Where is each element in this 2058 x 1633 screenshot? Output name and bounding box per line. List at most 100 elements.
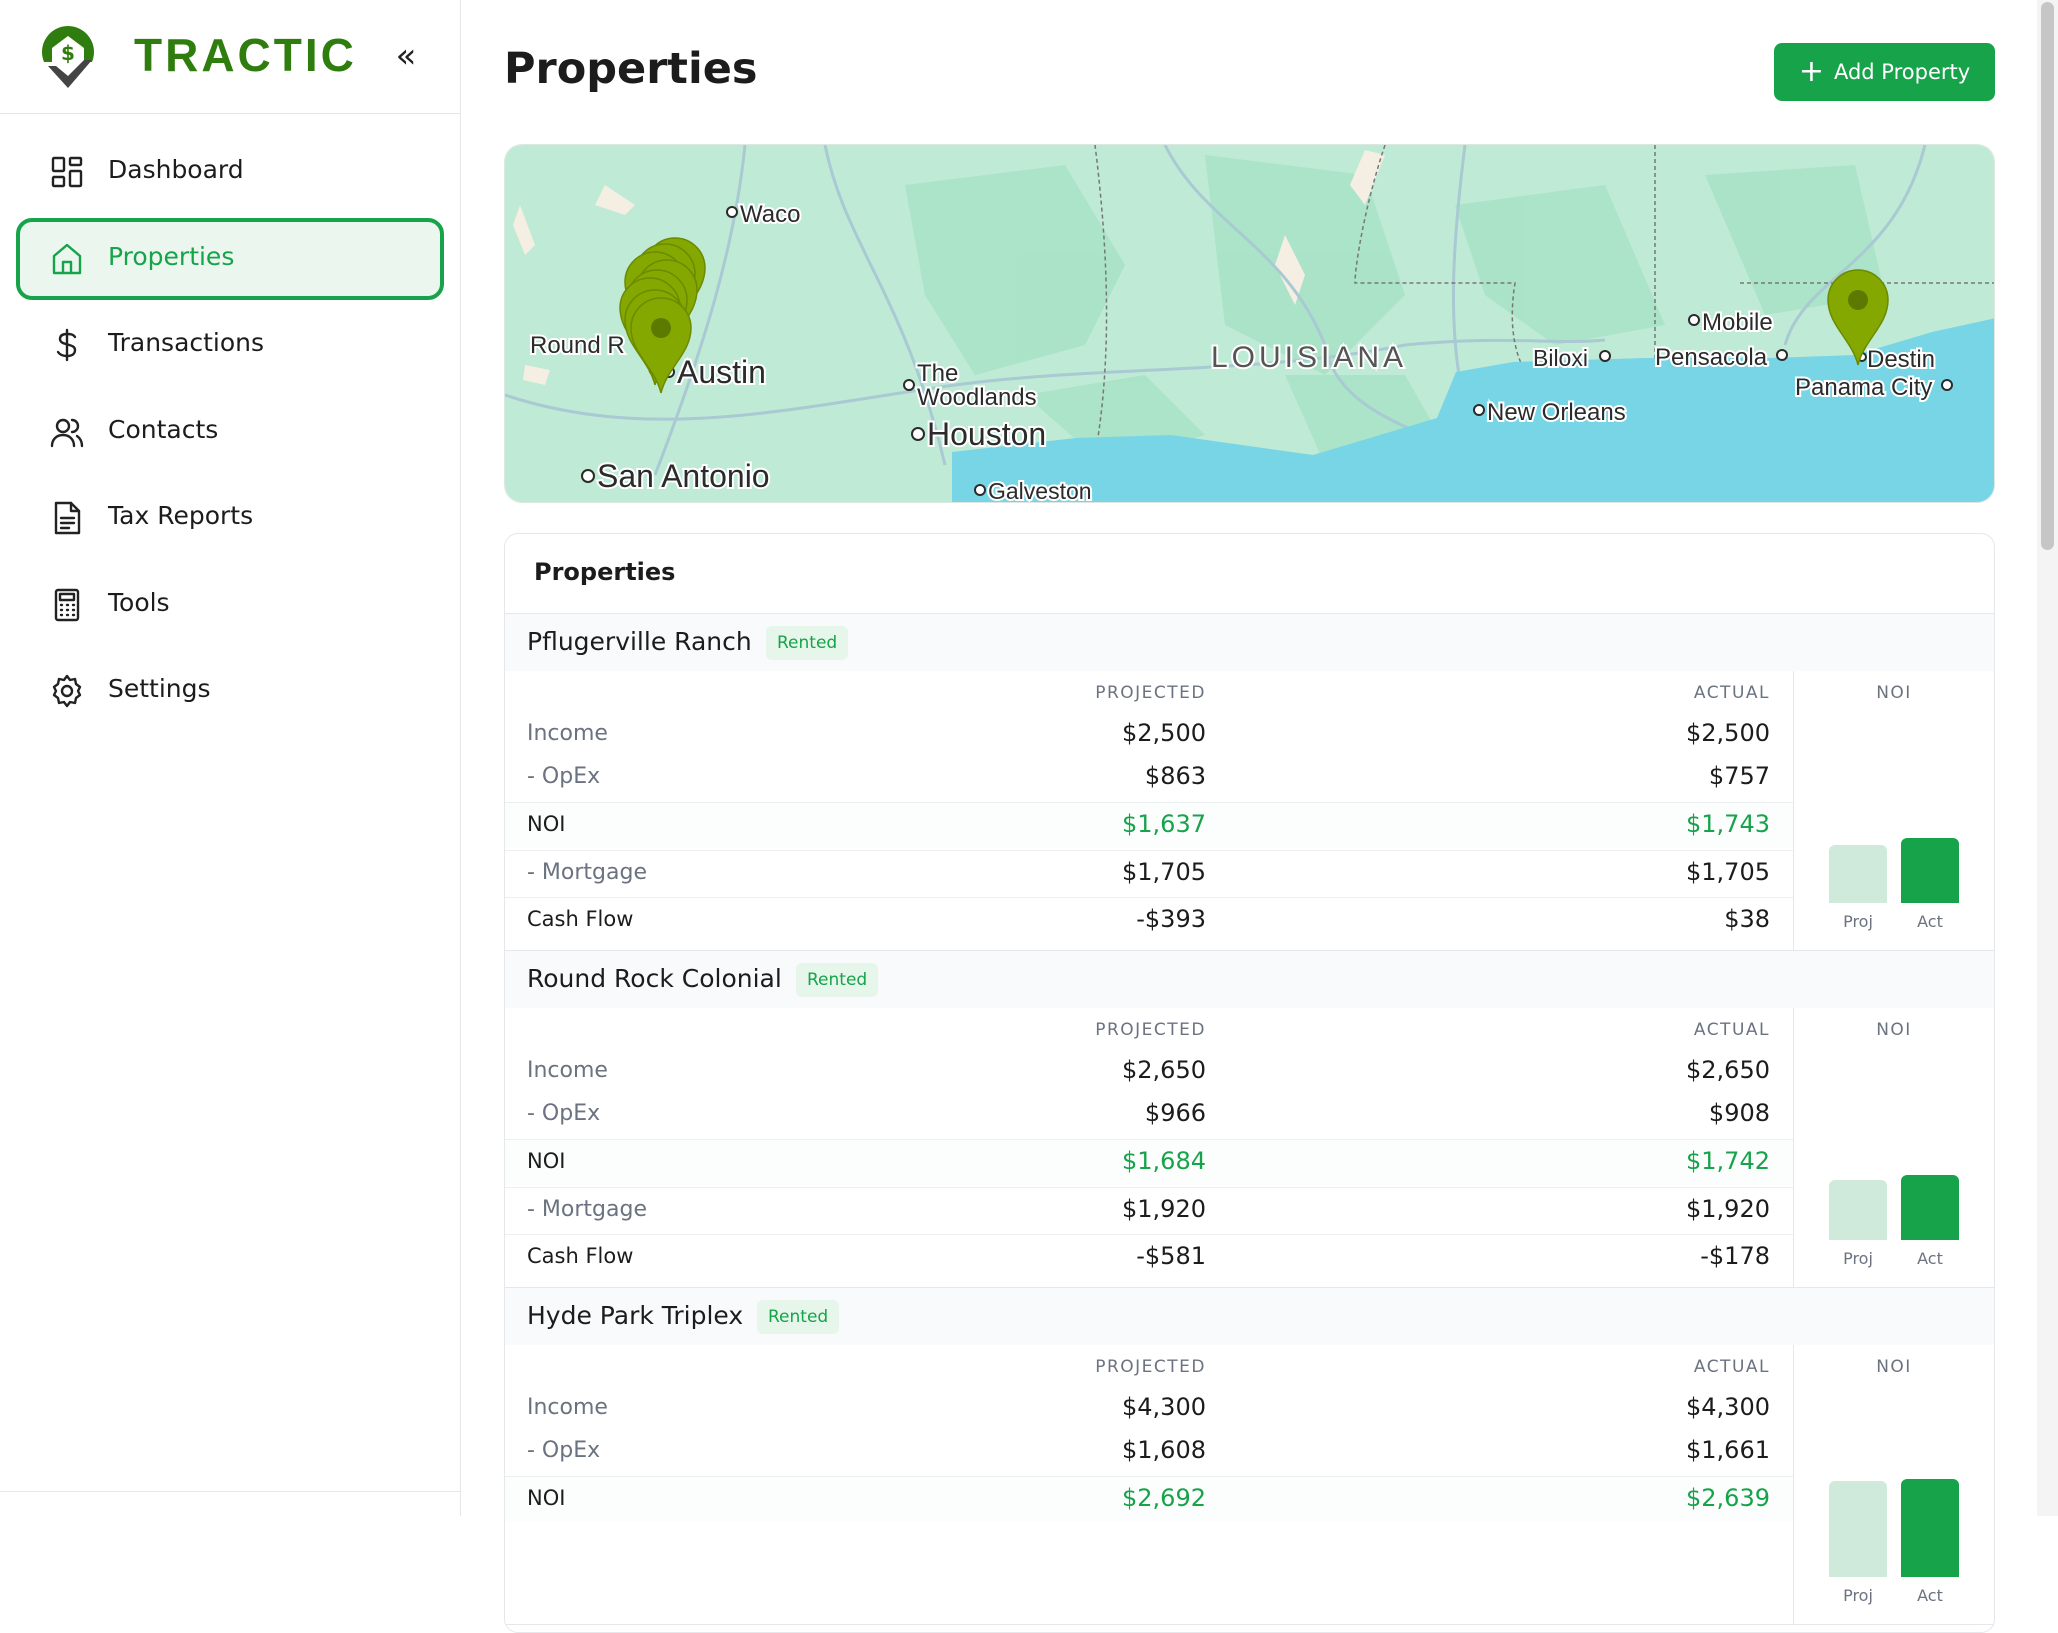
sidebar-item-label: Transactions: [108, 328, 265, 357]
sidebar-item-label: Dashboard: [108, 155, 244, 184]
map-label-louisiana: LOUISIANA: [1211, 341, 1407, 374]
divider: [1793, 671, 1794, 951]
sidebar-item-transactions[interactable]: Transactions: [16, 304, 444, 386]
scrollbar-thumb[interactable]: [2041, 2, 2054, 550]
noi-bar-actual: [1901, 1478, 1959, 1577]
property-item[interactable]: Pflugerville Ranch Rented PROJECTED ACTUAL N…: [505, 614, 1994, 951]
actual-income: $2,650: [1686, 1056, 1770, 1084]
sidebar-item-tax-reports[interactable]: Tax Reports: [16, 477, 444, 559]
card-header: Properties: [505, 534, 1994, 614]
map-label-the: The: [917, 360, 958, 387]
map-label-pensacola: Pensacola: [1655, 344, 1768, 371]
row-income: Income $2,650 $2,650: [505, 1049, 1793, 1095]
col-noi: NOI: [1876, 683, 1912, 703]
property-header: [505, 614, 1994, 671]
map-label-galveston: Galveston: [988, 478, 1092, 503]
row-opex: - OpEx $863 $757: [505, 755, 1793, 801]
sidebar-item-settings[interactable]: Settings: [16, 650, 444, 732]
actual-opex: $908: [1708, 1099, 1770, 1127]
projected-mortgage: $1,920: [1122, 1195, 1206, 1223]
svg-text:$: $: [61, 41, 75, 65]
col-projected: PROJECTED: [1095, 1357, 1206, 1377]
row-label: Income: [527, 1058, 608, 1083]
actual-opex: $757: [1708, 762, 1770, 790]
map-pin[interactable]: [1827, 269, 1889, 366]
status-badge: Rented: [796, 963, 879, 997]
projected-income: $2,500: [1122, 719, 1206, 747]
row-label: Income: [527, 721, 608, 746]
status-badge: Rented: [766, 626, 849, 660]
map-label-woodlands: Woodlands: [917, 384, 1037, 411]
sidebar: $ TRACTIC « Dashboard Properties Transacti…: [0, 0, 461, 1516]
projected-noi: $1,637: [1122, 810, 1206, 838]
file-text-icon: [54, 501, 81, 535]
divider: [1793, 1345, 1794, 1625]
actual-opex: $1,661: [1686, 1436, 1770, 1464]
status-badge: Rented: [757, 1300, 840, 1334]
property-name[interactable]: Hyde Park Triplex: [527, 1301, 744, 1330]
properties-card: Properties Pflugerville Ranch Rented PROJE…: [504, 533, 1995, 1633]
row-mortgage: - Mortgage $1,705 $1,705: [505, 850, 1793, 896]
projected-mortgage: $1,705: [1122, 858, 1206, 886]
row-label: NOI: [527, 1486, 566, 1510]
dashboard-icon: [51, 156, 83, 188]
property-item[interactable]: Round Rock Colonial Rented PROJECTED ACTUAL…: [505, 951, 1994, 1288]
map-label-new-orleans: New Orleans: [1487, 399, 1626, 426]
projected-opex: $1,608: [1122, 1436, 1206, 1464]
map-label-waco: Waco: [740, 201, 800, 228]
map-label-panama-city: Panama City: [1795, 374, 1932, 401]
col-actual: ACTUAL: [1693, 683, 1770, 703]
actual-cashflow: -$178: [1700, 1242, 1770, 1270]
row-noi: NOI $1,637 $1,743: [505, 802, 1793, 848]
col-projected: PROJECTED: [1095, 683, 1206, 703]
actual-income: $4,300: [1686, 1393, 1770, 1421]
sidebar-item-label: Tax Reports: [108, 501, 254, 530]
sidebar-item-tools[interactable]: Tools: [16, 564, 444, 646]
property-name[interactable]: Pflugerville Ranch: [527, 627, 752, 656]
scrollbar[interactable]: [2037, 0, 2058, 1516]
projected-cashflow: -$581: [1136, 1242, 1206, 1270]
map-label-destin: Destin: [1867, 346, 1935, 373]
sidebar-item-dashboard[interactable]: Dashboard: [16, 131, 444, 213]
map-pin[interactable]: [630, 297, 692, 394]
row-opex: - OpEx $966 $908: [505, 1092, 1793, 1138]
chevrons-left-icon[interactable]: «: [395, 36, 417, 76]
card-title: Properties: [534, 558, 676, 586]
users-icon: [50, 418, 84, 447]
property-map[interactable]: Waco Round R Austin The Woodlands Housto…: [504, 144, 1995, 503]
row-noi: NOI $1,684 $1,742: [505, 1139, 1793, 1185]
row-cashflow: Cash Flow -$393 $38: [505, 897, 1793, 943]
projected-opex: $966: [1144, 1099, 1206, 1127]
add-property-button[interactable]: + Add Property: [1774, 43, 1995, 101]
bar-label-act: Act: [1917, 1249, 1943, 1268]
row-noi: NOI $2,692 $2,639: [505, 1476, 1793, 1522]
row-label: - OpEx: [527, 1101, 601, 1126]
noi-bar-projected: [1829, 844, 1887, 903]
row-cashflow: Cash Flow -$581 -$178: [505, 1234, 1793, 1280]
row-label: - OpEx: [527, 764, 601, 789]
map-label-houston: Houston: [927, 416, 1046, 452]
property-name[interactable]: Round Rock Colonial: [527, 964, 782, 993]
noi-bar-projected: [1829, 1180, 1887, 1240]
bar-label-act: Act: [1917, 1586, 1943, 1605]
row-income: Income $4,300 $4,300: [505, 1386, 1793, 1432]
calculator-icon: [54, 588, 80, 621]
noi-bar-actual: [1901, 838, 1959, 903]
property-header: [505, 1288, 1994, 1345]
col-noi: NOI: [1876, 1020, 1912, 1040]
projected-cashflow: -$393: [1136, 905, 1206, 933]
bar-label-proj: Proj: [1843, 912, 1873, 931]
col-actual: ACTUAL: [1693, 1357, 1770, 1377]
sidebar-item-properties[interactable]: Properties: [16, 217, 444, 300]
brand-name: TRACTIC: [134, 29, 357, 81]
map-label-mobile: Mobile: [1702, 309, 1773, 336]
plus-icon: +: [1798, 54, 1824, 89]
gear-icon: [52, 674, 82, 708]
row-label: - OpEx: [527, 1438, 601, 1463]
add-property-label: Add Property: [1833, 60, 1971, 84]
logo-row: $ TRACTIC «: [0, 0, 460, 114]
row-label: NOI: [527, 1149, 566, 1173]
sidebar-item-label: Tools: [108, 587, 170, 617]
sidebar-item-contacts[interactable]: Contacts: [16, 391, 444, 473]
property-item[interactable]: Hyde Park Triplex Rented PROJECTED ACTUAL NO…: [505, 1288, 1994, 1625]
